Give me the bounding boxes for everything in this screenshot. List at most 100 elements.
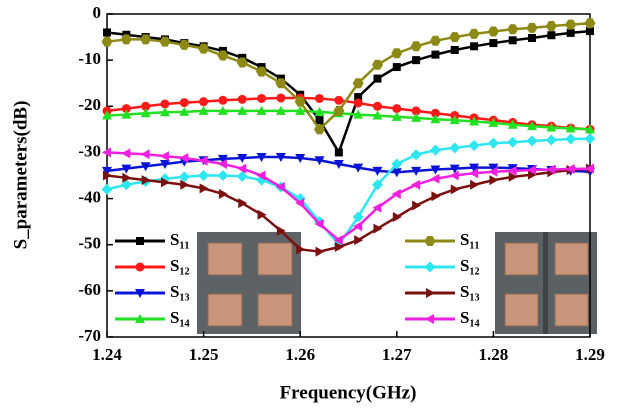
marker <box>256 170 266 181</box>
marker <box>352 211 364 223</box>
marker <box>103 170 112 181</box>
marker <box>294 96 306 107</box>
marker <box>565 123 576 133</box>
marker <box>410 149 422 161</box>
marker <box>102 166 112 176</box>
marker <box>217 170 229 181</box>
marker <box>217 50 229 61</box>
marker <box>314 106 325 116</box>
marker <box>238 198 248 209</box>
marker <box>237 153 248 163</box>
marker <box>391 158 403 170</box>
y-tick-label: -60 <box>78 280 101 299</box>
series-line <box>106 109 591 131</box>
y-tick-label: 0 <box>93 3 102 22</box>
marker <box>469 163 480 173</box>
marker <box>159 36 171 47</box>
marker <box>470 42 479 51</box>
marker <box>528 33 537 42</box>
marker <box>353 221 363 232</box>
marker <box>218 95 228 105</box>
marker <box>101 36 113 47</box>
marker <box>140 108 151 118</box>
marker <box>354 93 363 102</box>
x-tick-label: 1.26 <box>285 345 315 364</box>
marker <box>314 218 324 229</box>
marker <box>372 166 383 176</box>
marker <box>353 163 364 173</box>
marker <box>121 164 132 174</box>
legend-marker <box>426 288 435 298</box>
marker <box>391 111 402 121</box>
marker <box>333 159 344 169</box>
marker <box>198 105 209 115</box>
marker <box>218 188 228 199</box>
legend-marker <box>135 314 145 323</box>
marker <box>430 114 441 124</box>
marker <box>121 104 131 114</box>
legend-label: S₁₃ <box>460 282 480 301</box>
marker <box>372 110 383 120</box>
marker <box>217 154 228 164</box>
marker <box>429 144 441 156</box>
marker <box>159 159 170 169</box>
marker <box>199 97 209 107</box>
marker <box>488 166 498 177</box>
marker <box>391 48 403 59</box>
marker <box>526 22 538 33</box>
marker <box>296 244 306 255</box>
marker <box>527 121 538 131</box>
marker <box>275 182 285 193</box>
marker <box>102 147 111 158</box>
marker <box>431 50 440 59</box>
marker <box>411 166 422 176</box>
legend-marker <box>424 261 436 273</box>
legend-marker <box>136 237 144 245</box>
marker <box>256 66 268 77</box>
legend-label: S₁₄ <box>170 308 190 327</box>
marker <box>256 105 267 115</box>
marker <box>333 105 345 116</box>
photo-left <box>197 232 301 334</box>
x-tick-label: 1.28 <box>479 345 509 364</box>
marker <box>565 164 575 175</box>
marker <box>449 32 461 43</box>
marker <box>275 153 286 163</box>
marker <box>546 122 557 132</box>
marker <box>487 137 499 149</box>
marker <box>102 110 112 120</box>
marker <box>586 27 594 36</box>
marker <box>334 242 344 253</box>
marker <box>412 200 422 211</box>
x-axis-label: Frequency(GHz) <box>280 382 417 403</box>
x-tick-label: 1.24 <box>92 345 122 364</box>
marker <box>314 156 325 166</box>
marker <box>488 163 499 173</box>
marker <box>333 235 343 246</box>
marker <box>431 191 441 202</box>
marker <box>449 142 461 154</box>
marker <box>101 183 113 195</box>
legend-label: S₁₁ <box>170 230 190 249</box>
marker <box>334 148 343 157</box>
marker <box>508 36 517 45</box>
legend-label: S₁₄ <box>460 308 480 327</box>
marker <box>180 179 190 190</box>
marker <box>488 117 499 127</box>
marker <box>160 177 170 188</box>
marker <box>487 26 499 37</box>
marker <box>198 170 210 181</box>
marker <box>140 162 151 172</box>
marker <box>468 28 480 39</box>
marker <box>450 184 460 195</box>
marker <box>565 133 577 145</box>
marker <box>392 212 402 223</box>
marker <box>315 93 325 103</box>
legend-marker <box>135 289 145 298</box>
marker <box>276 93 286 103</box>
marker <box>199 183 209 194</box>
legend-label: S₁₂ <box>460 256 480 275</box>
marker <box>450 45 459 54</box>
marker <box>141 101 151 111</box>
marker <box>449 170 459 181</box>
